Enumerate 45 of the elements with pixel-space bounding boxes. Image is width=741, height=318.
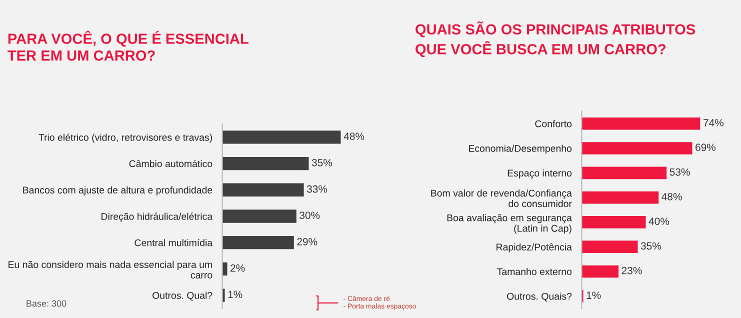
bar [582,191,659,204]
data-label: 23% [622,266,642,274]
data-label: 74% [704,119,724,126]
bar [222,130,341,144]
bar [222,156,309,170]
data-label: 30% [300,212,320,220]
bar [582,216,646,228]
y-tick-label: Tamanho externo [497,268,572,276]
data-label: 35% [640,242,662,250]
y-tick-label: Conforto [535,120,572,128]
y-tick-label: Rapidez/Potência [496,243,572,252]
data-label: 1% [228,290,242,298]
bar [222,210,296,223]
y-tick-label: Câmbio automático [129,160,212,168]
y-tick-label: Economia/Desempenho [469,144,572,154]
y-tick-label: Bom valor de revenda/Confiança do consumidor [431,189,572,208]
data-label: 40% [648,218,670,225]
data-label: 53% [670,168,690,176]
y-tick-label: Eu não considero mais nada essencial para um carro [8,260,212,278]
y-tick-label: Central multimídia [134,238,213,246]
y-tick-label: Boa avaliação em segurança (Latin in Cap) [447,214,572,234]
y-tick-label: Direção hidráulica/elétrica [102,212,213,222]
bar [582,240,638,254]
y-tick-label: Bancos com ajuste de altura e profundidade [23,186,212,196]
chart-title: QUAIS SÃO OS PRINCIPAIS ATRIBUTOS QUE VOCÊ BUSCA EM UM CARRO? [416,21,696,58]
y-tick-label: Outros. Quais? [507,292,572,302]
data-label: 2% [230,264,245,272]
data-label: 35% [312,158,332,166]
y-tick-label: Trio elétrico (vidro, retrovisores e travas) [38,134,212,143]
text: Base: 300 [26,300,66,307]
bar [582,166,667,180]
data-label: 69% [696,144,716,152]
y-tick-label: Espaço interno [508,169,572,178]
data-label: 48% [662,192,682,200]
chart-title: PARA VOCÊ, O QUE É ESSENCIAL TER EM UM CARRO? [8,30,248,61]
bar [582,117,700,130]
bar [222,183,304,196]
bar [582,265,619,278]
data-label: 33% [306,185,328,193]
y-tick-label: Outros. Qual? [152,292,212,301]
bar [582,142,692,154]
data-label: 1% [586,292,601,299]
data-label: 29% [297,238,318,246]
data-label: 48% [344,132,364,140]
bar [222,236,294,250]
